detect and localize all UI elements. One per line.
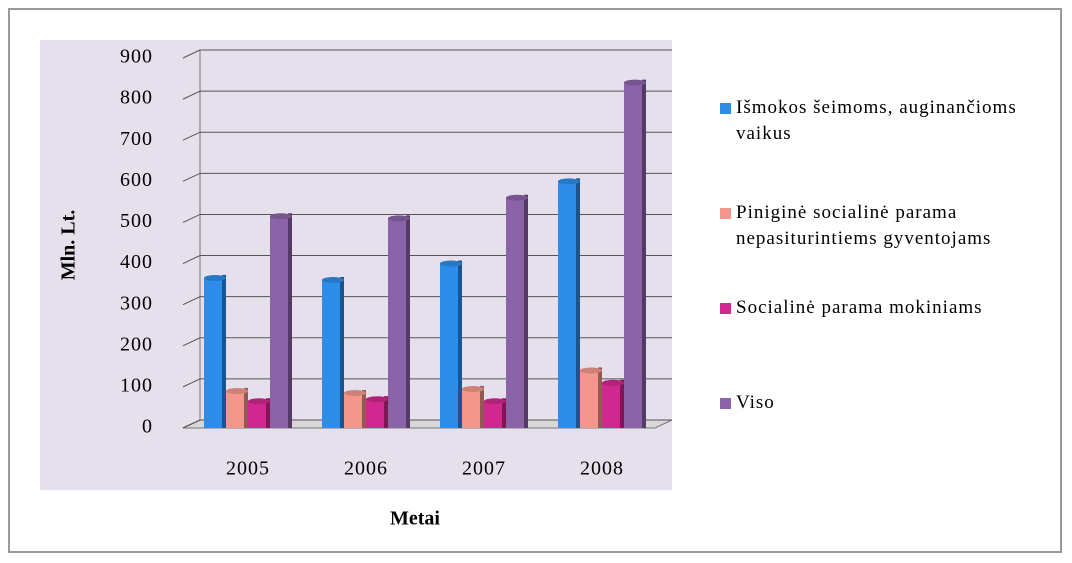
bar-top [344,390,366,397]
bar [204,277,222,428]
legend-label: Viso [736,392,775,413]
bar [270,216,288,428]
x-axis-label: Metai [390,508,440,530]
y-tick-label: 600 [120,169,153,191]
bar-side [524,194,528,428]
bar [506,197,524,428]
grid-line [182,90,672,100]
bar-top [440,260,462,267]
bar-side [222,274,226,428]
y-axis-label: Mln. Lt. [58,210,80,281]
bar [558,181,576,428]
bar-top [204,274,226,281]
x-tick-label: 2007 [462,458,506,480]
legend-label: Piniginė socialinė parama nepasiturintie… [736,202,992,249]
bar-side [458,260,462,428]
bar [580,370,598,428]
y-tick-label: 100 [120,374,153,396]
bar-side [598,367,602,428]
bar-top [506,194,528,201]
bar-top [322,277,344,283]
bar [602,382,620,428]
bar-top [558,178,580,185]
bar [624,82,642,429]
bar-top [484,398,506,405]
bar [388,218,406,428]
y-tick-label: 300 [120,292,153,314]
x-tick-label: 2005 [226,458,270,480]
bar [484,401,502,428]
legend-label: Socialinė parama mokiniams [736,297,983,318]
legend-swatch [720,303,731,314]
legend-swatch [720,208,731,219]
bar-top [366,396,388,403]
bar-top [248,398,270,405]
bar-side [244,388,248,428]
bar [366,399,384,428]
y-tick-label: 200 [120,333,153,355]
grid-line [182,49,672,59]
bar [226,391,244,428]
bar-top [580,367,602,374]
grid-line [182,172,672,182]
bar-top [624,79,646,86]
bar-side [384,396,388,428]
bar-top [602,379,624,386]
y-tick-label: 900 [120,46,153,68]
y-tick-label: 800 [120,87,153,109]
bar-side [480,385,484,428]
legend-swatch [720,398,731,409]
bar-top [462,385,484,392]
bar-side [340,277,344,428]
bar-top [226,388,248,394]
legend-item: Viso [720,390,1056,416]
bar-side [266,398,270,428]
legend-item: Socialinė parama mokiniams [720,295,1056,321]
y-tick-label: 700 [120,128,153,150]
y-tick-label: 400 [120,251,153,273]
bar-side [406,215,410,428]
bar-side [642,79,646,429]
y-tick-label: 500 [120,210,153,232]
y-tick-label: 0 [142,416,153,438]
bar [440,263,458,428]
x-tick-label: 2008 [580,458,624,480]
legend-label: Išmokos šeimoms, auginančioms vaikus [736,97,1017,144]
bar [344,393,362,428]
bar-side [620,379,624,428]
legend-item: Išmokos šeimoms, auginančioms vaikus [720,95,1056,147]
grid-line [182,131,672,141]
bar-side [576,178,580,428]
bar [462,388,480,428]
bar-side [362,390,366,428]
bar [248,401,266,428]
frame [8,8,1062,553]
x-tick-label: 2006 [344,458,388,480]
legend-item: Piniginė socialinė parama nepasiturintie… [720,200,1056,252]
legend-swatch [720,103,731,114]
bar-side [502,398,506,428]
bar-top [388,215,410,222]
bar-top [270,213,292,220]
bar-side [288,213,292,428]
bar [322,280,340,428]
